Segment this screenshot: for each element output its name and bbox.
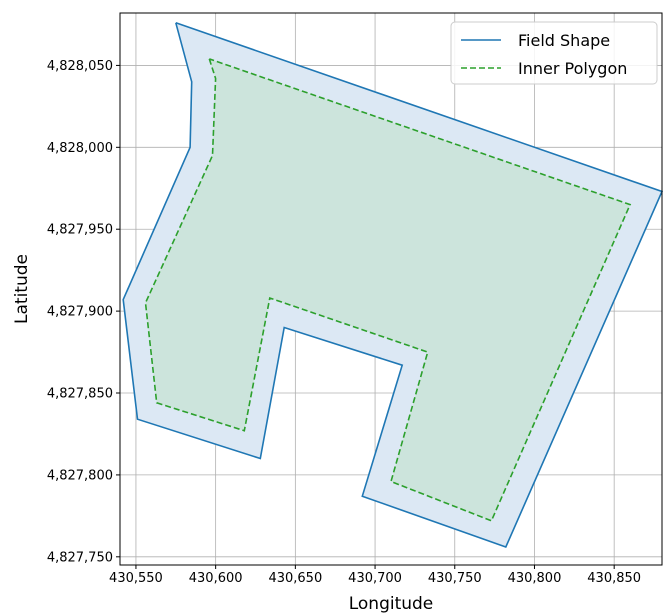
polygon-fills — [123, 22, 662, 548]
y-tick-label: 4,827,900 — [47, 305, 113, 320]
inner-polygon-line — [144, 58, 632, 522]
x-tick-label: 430,850 — [587, 571, 641, 586]
x-tick-label: 430,650 — [268, 571, 322, 586]
plot-area-frame — [119, 12, 663, 566]
x-tick-label: 430,700 — [348, 571, 402, 586]
legend-label-inner-polygon: Inner Polygon — [518, 59, 627, 78]
y-tick-label: 4,828,050 — [47, 59, 113, 74]
axis-ticks: 430,550 430,600 430,650 430,700 430,750 430,8… — [47, 59, 641, 586]
x-tick-label: 430,550 — [109, 571, 163, 586]
polygon-lines — [122, 22, 664, 549]
x-tick-label: 430,800 — [508, 571, 562, 586]
x-tick-label: 430,600 — [189, 571, 243, 586]
y-tick-label: 4,827,850 — [47, 387, 113, 402]
legend: Field Shape Inner Polygon — [450, 21, 658, 85]
inner-polygon-fill — [145, 58, 631, 521]
legend-label-field-shape: Field Shape — [518, 31, 610, 50]
y-tick-label: 4,827,750 — [47, 550, 113, 565]
x-tick-label: 430,750 — [428, 571, 482, 586]
y-axis-title: Latitude — [12, 254, 32, 324]
y-tick-label: 4,827,800 — [47, 468, 113, 483]
field-shape-line — [122, 22, 664, 549]
y-tick-label: 4,827,950 — [47, 223, 113, 238]
y-tick-label: 4,828,000 — [47, 141, 113, 156]
x-axis-title: Longitude — [349, 594, 434, 613]
legend-box — [450, 21, 658, 85]
